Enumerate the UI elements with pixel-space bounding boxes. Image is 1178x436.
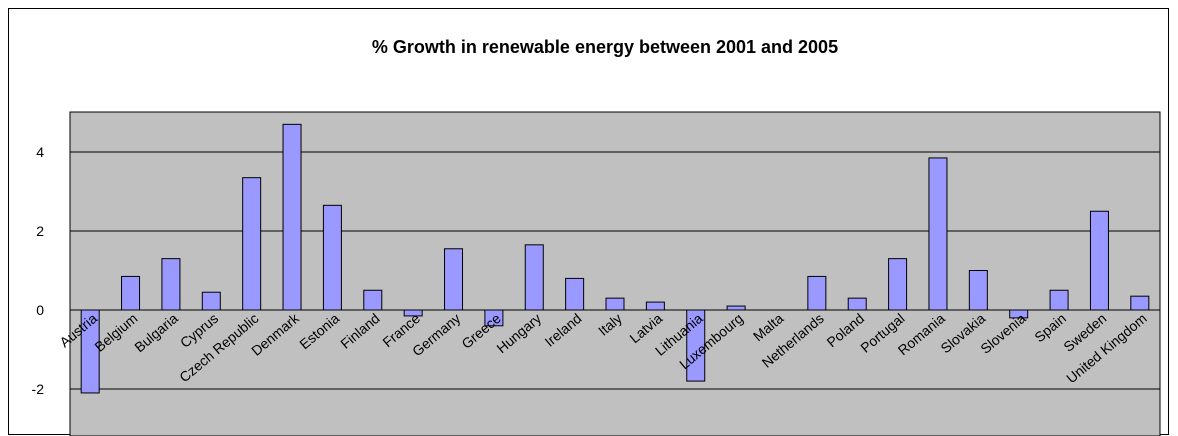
bar-bulgaria	[161, 258, 181, 311]
plot-area	[69, 111, 1161, 436]
bar-cyprus	[201, 291, 221, 311]
bar-belgium	[121, 275, 141, 311]
bar-netherlands	[807, 275, 827, 311]
bar-portugal	[888, 258, 908, 311]
y-tick-label: 2	[36, 223, 44, 239]
bar-france	[403, 309, 423, 317]
bar-hungary	[524, 244, 544, 311]
bar-lithuania	[686, 309, 706, 382]
chart-title: % Growth in renewable energy between 200…	[372, 37, 838, 57]
bar-slovenia	[1009, 309, 1029, 319]
bar-germany	[444, 248, 464, 311]
bar-greece	[484, 309, 504, 327]
bars	[80, 123, 1150, 394]
bar-latvia	[645, 301, 665, 311]
y-tick-label: -2	[32, 381, 45, 397]
bar-italy	[605, 297, 625, 311]
bar-czech-republic	[242, 177, 262, 311]
bar-austria	[80, 309, 100, 394]
bar-romania	[928, 157, 948, 311]
bar-estonia	[322, 204, 342, 311]
bar-slovakia	[968, 270, 988, 311]
bar-spain	[1049, 289, 1069, 311]
bar-finland	[363, 289, 383, 311]
bar-ireland	[565, 277, 585, 311]
y-tick-label: 4	[36, 144, 44, 160]
bar-luxembourg	[726, 305, 746, 311]
y-tick-label: 0	[36, 302, 44, 318]
bar-denmark	[282, 123, 302, 311]
bar-united-kingdom	[1130, 295, 1150, 311]
bar-poland	[847, 297, 867, 311]
bar-sweden	[1089, 210, 1109, 311]
y-axis-ticks: -2 0 2 4	[32, 144, 45, 397]
